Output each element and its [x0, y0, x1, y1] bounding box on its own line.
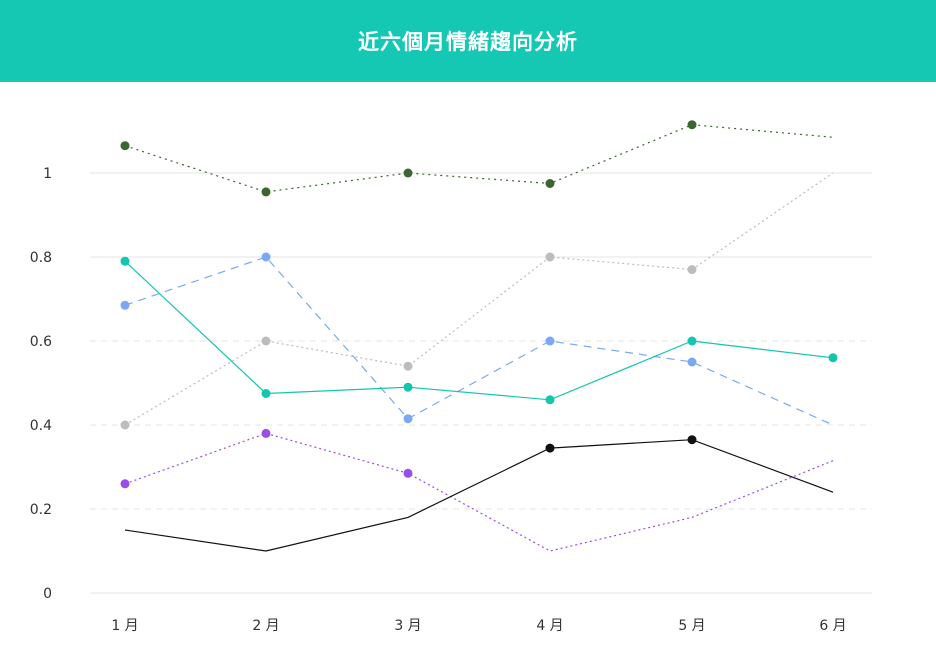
y-tick-label: 0.2 [30, 502, 52, 518]
x-tick-label: 6 月 [819, 618, 846, 634]
x-tick-label: 2 月 [252, 618, 279, 634]
data-point [545, 179, 555, 188]
data-point [403, 382, 413, 392]
chart-title: 近六個月情緒趨向分析 [358, 30, 578, 54]
x-tick-label: 1 月 [111, 618, 138, 634]
data-point [828, 353, 838, 363]
y-tick-label: 0.8 [30, 250, 52, 266]
data-point [403, 168, 413, 178]
data-point [120, 141, 130, 151]
data-point [687, 120, 697, 130]
data-point [545, 336, 555, 346]
y-tick-label: 0 [43, 586, 52, 602]
series-line [124, 260, 834, 401]
data-point [120, 256, 130, 266]
data-point [687, 336, 697, 346]
data-point [687, 265, 697, 275]
series-line [124, 172, 834, 426]
data-point [261, 336, 271, 346]
y-tick-label: 0.4 [30, 418, 52, 434]
data-point [545, 395, 555, 405]
data-point [261, 389, 271, 398]
data-point [687, 435, 697, 445]
y-tick-label: 0.6 [30, 334, 52, 350]
data-point [261, 187, 271, 197]
data-point [687, 357, 697, 367]
series-line [124, 124, 834, 193]
data-point [120, 420, 130, 430]
data-point [120, 300, 130, 310]
series-line [124, 439, 834, 552]
data-point [545, 443, 555, 453]
data-point [261, 428, 271, 438]
data-point [120, 479, 130, 489]
data-point [403, 414, 413, 424]
y-tick-label: 1 [43, 166, 52, 182]
data-point [403, 468, 413, 478]
line-chart: 0 0.2 0.4 0.6 0.8 1 1 月 2 月 3 月 4 月 5 月 6 月 [30, 120, 872, 634]
x-tick-label: 3 月 [394, 618, 421, 634]
data-point [261, 252, 271, 262]
series-line [124, 432, 834, 552]
x-tick-label: 4 月 [536, 618, 563, 634]
chart-header: 近六個月情緒趨向分析 [0, 0, 936, 82]
data-point [403, 361, 413, 371]
x-tick-label: 5 月 [678, 618, 705, 634]
data-point [545, 252, 555, 262]
